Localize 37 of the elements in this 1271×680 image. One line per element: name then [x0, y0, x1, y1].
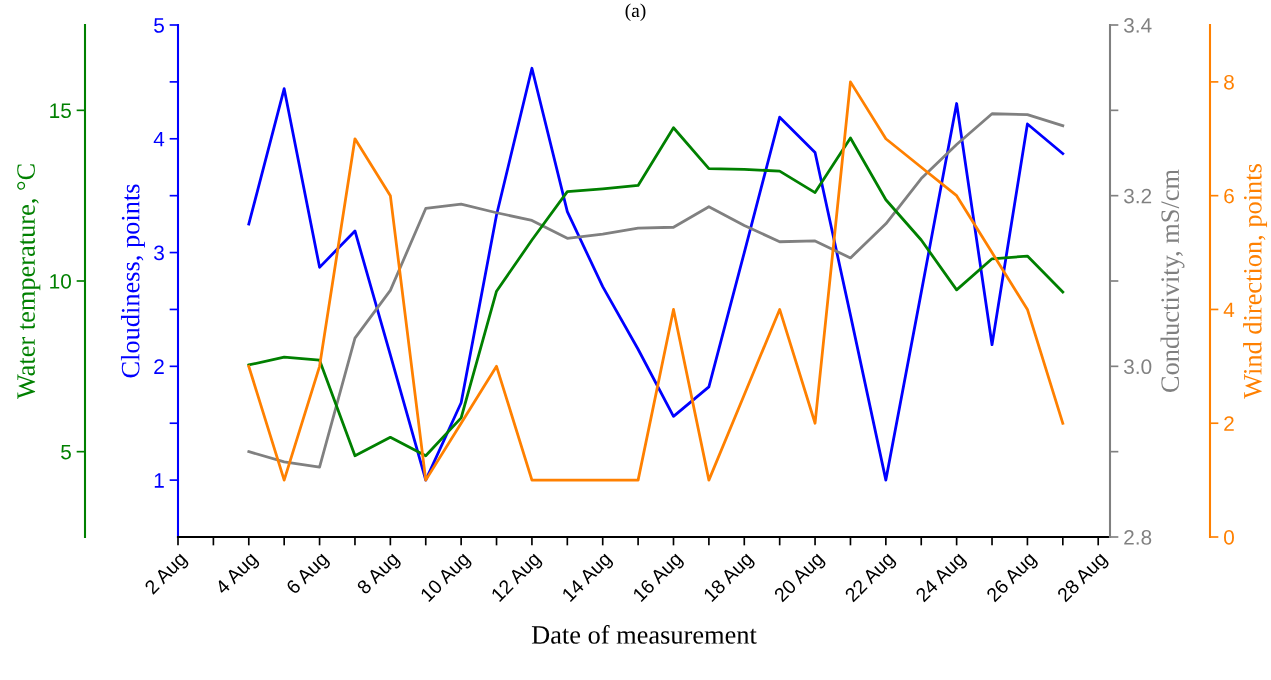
y-tick-label: 10 [50, 274, 71, 289]
x-tick-label: 24 Aug [914, 551, 969, 606]
x-tick-label: 16 Aug [632, 551, 686, 605]
y2-tick-label: 3.2 [1123, 188, 1152, 204]
y2-tick-label: 3.4 [1123, 18, 1152, 33]
y2-tick-label: 4 [1223, 302, 1235, 317]
x-tick-label: 4 Aug [214, 551, 261, 598]
y-tick-label: 4 [153, 131, 165, 147]
y-tick-label: 2 [154, 359, 164, 374]
y-tick-label: 5 [154, 18, 164, 33]
y2-axis-title: Wind direction, points [1243, 164, 1268, 399]
y2-tick-label: 8 [1224, 74, 1234, 90]
y-axis-title: Water temperature, °C [17, 164, 41, 400]
x-tick-label: 6 Aug [285, 551, 332, 598]
y-axis-title: Cloudiness, points [120, 184, 145, 378]
x-tick-label: 28 Aug [1056, 551, 1111, 606]
x-tick-label: 20 Aug [773, 551, 827, 606]
y2-axis-title: Conductivity, mS/cm [1160, 169, 1185, 392]
x-tick-label: 2 Aug [143, 551, 190, 598]
y2-tick-label: 2.8 [1124, 530, 1152, 545]
y2-tick-label: 3.0 [1123, 359, 1152, 375]
x-tick-label: 18 Aug [702, 551, 757, 605]
y-tick-label: 1 [154, 473, 164, 488]
y2-tick-label: 0 [1224, 530, 1234, 545]
x-tick-label: 22 Aug [844, 551, 898, 606]
y-tick-label: 3 [154, 245, 164, 261]
y2-tick-label: 2 [1224, 416, 1234, 431]
x-tick-label: 14 Aug [561, 551, 615, 605]
x-tick-label: 26 Aug [985, 551, 1040, 606]
x-tick-label: 12 Aug [490, 551, 544, 605]
y-tick-label: 5 [61, 444, 71, 460]
y2-tick-label: 6 [1224, 188, 1234, 204]
y-tick-label: 15 [50, 103, 71, 119]
x-tick-label: 10 Aug [419, 551, 474, 605]
x-tick-label: 8 Aug [356, 551, 403, 598]
x-axis-title: Date of measurement [531, 625, 757, 644]
chart-title: (a) [625, 3, 646, 22]
